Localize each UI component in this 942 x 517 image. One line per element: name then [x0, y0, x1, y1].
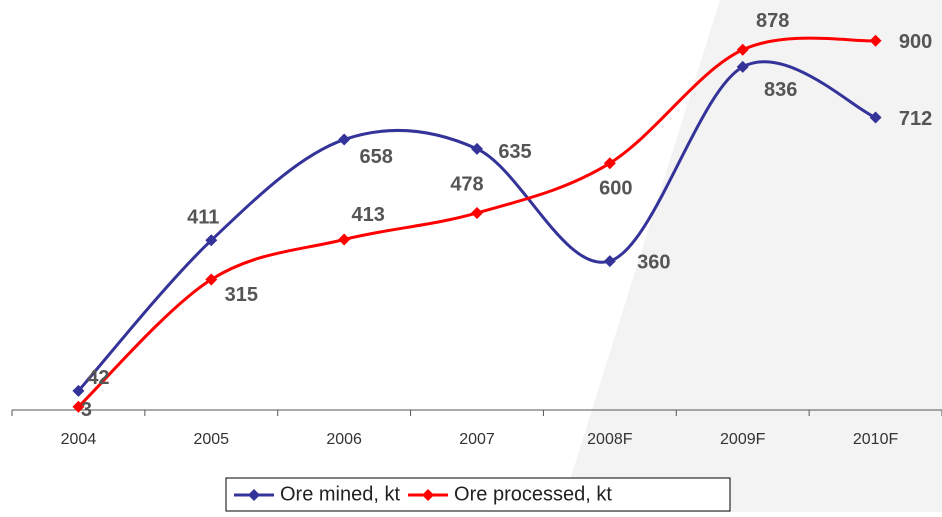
background-swoosh	[560, 0, 942, 512]
data-label: 413	[351, 204, 384, 226]
data-label: 900	[899, 31, 932, 53]
data-label: 3	[81, 399, 92, 421]
point-marker	[603, 255, 616, 268]
plot: 2004 2005 2006 2007 2008F 2009F 2010F 42 411 658 6…	[11, 10, 942, 448]
point-marker	[205, 234, 218, 247]
point-marker	[471, 206, 483, 219]
legend	[225, 477, 731, 512]
data-label: 635	[498, 141, 531, 163]
legend-label: Ore processed, kt	[454, 483, 612, 505]
point-marker	[736, 60, 749, 73]
point-marker	[338, 233, 351, 246]
data-label: 42	[87, 367, 109, 389]
x-tick-label: 2009F	[720, 431, 766, 448]
data-label: 360	[637, 251, 670, 273]
x-tick-label: 2010F	[853, 431, 899, 448]
point-marker	[72, 384, 85, 397]
data-label: 411	[187, 207, 219, 229]
point-marker	[72, 400, 85, 413]
data-label: 478	[450, 173, 483, 195]
data-label: 878	[756, 10, 789, 32]
x-tick-label: 2006	[326, 431, 362, 448]
x-tick-label: 2007	[459, 431, 495, 448]
point-marker	[736, 43, 749, 56]
point-marker	[603, 157, 616, 170]
x-tick-label: 2005	[193, 431, 229, 448]
legend-marker	[248, 489, 260, 501]
point-marker	[205, 273, 218, 286]
data-label: 600	[599, 177, 632, 199]
x-tick-label: 2004	[61, 431, 97, 448]
point-marker	[471, 142, 483, 155]
point-marker	[869, 34, 882, 47]
point-marker	[869, 111, 882, 124]
x-tick-label: 2008F	[587, 431, 633, 448]
data-label: 315	[225, 284, 258, 306]
data-label: 658	[359, 146, 392, 168]
legend-label: Ore mined, kt	[280, 483, 400, 505]
point-marker	[338, 133, 351, 146]
data-label: 836	[764, 79, 797, 101]
data-label: 712	[899, 108, 932, 130]
legend-marker	[422, 489, 435, 501]
